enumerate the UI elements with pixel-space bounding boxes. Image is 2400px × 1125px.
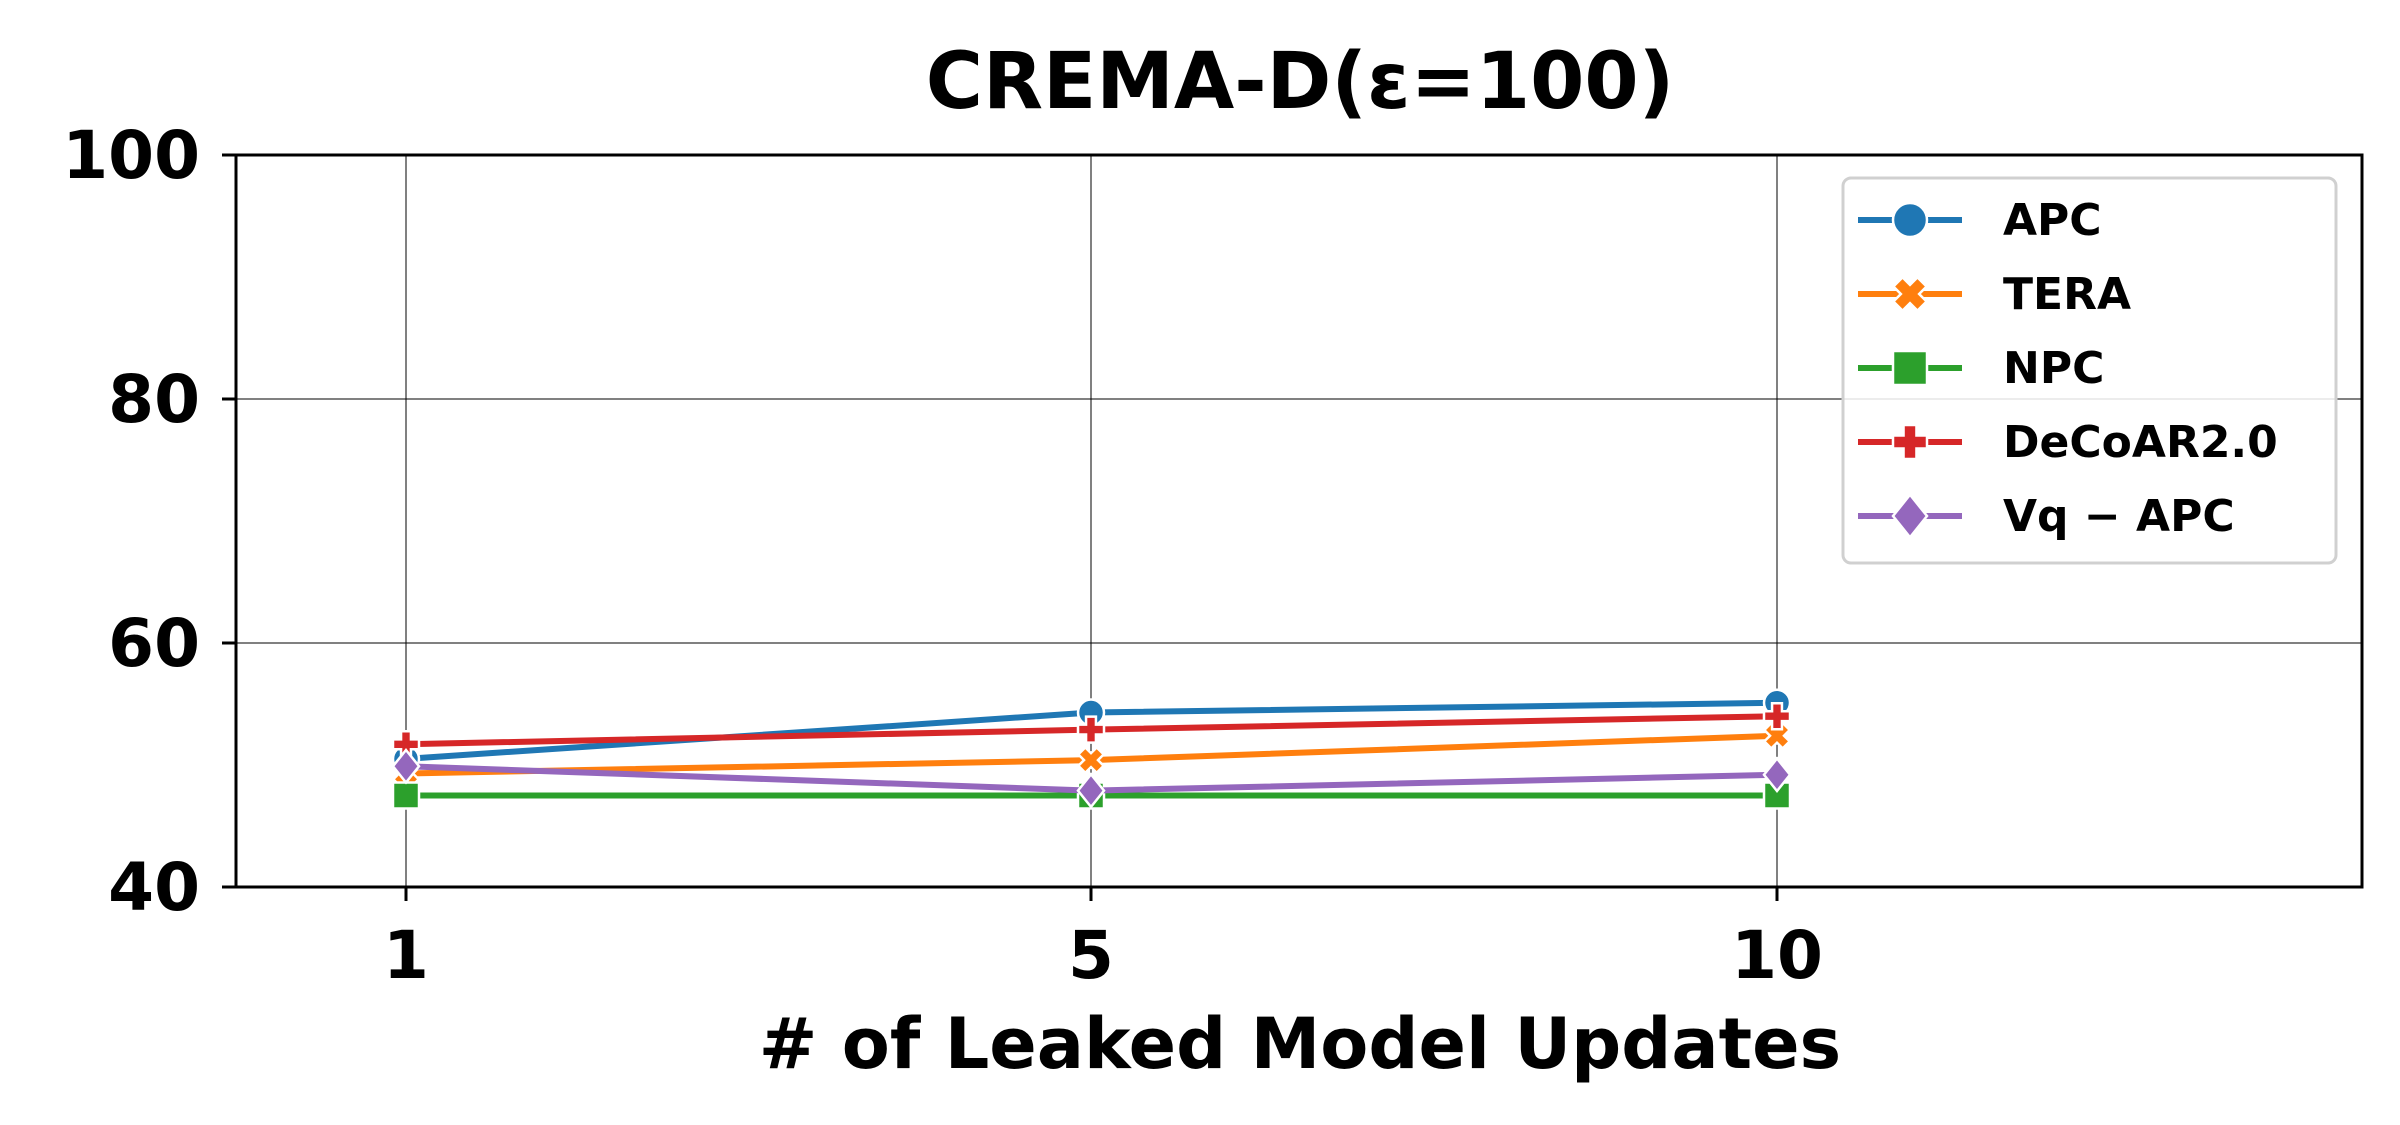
legend: APC TERA NPC DeCoAR2.0 Vq − APC xyxy=(1841,176,2338,565)
series-vq-apc xyxy=(391,747,1792,809)
y-tick-label: 80 xyxy=(108,361,200,438)
legend-marker xyxy=(1891,275,1929,313)
data-point-marker xyxy=(391,747,421,785)
x-tick-label: 10 xyxy=(1731,917,1823,994)
legend-entry: NPC xyxy=(1858,343,2104,394)
data-point-marker xyxy=(1762,701,1792,731)
data-point-marker xyxy=(1076,772,1106,809)
legend-label: DeCoAR2.0 xyxy=(2003,417,2278,468)
x-tick-label: 1 xyxy=(383,917,429,994)
legend-label: NPC xyxy=(2003,343,2104,394)
y-tick-label: 100 xyxy=(62,117,200,194)
legend-entry: TERA xyxy=(1858,269,2131,320)
x-tick-label: 5 xyxy=(1068,917,1114,994)
legend-label: TERA xyxy=(2003,269,2131,320)
data-point-marker xyxy=(391,781,421,810)
legend-entry: Vq − APC xyxy=(1858,491,2235,542)
series-lines xyxy=(391,688,1792,810)
plot-frame xyxy=(234,153,2364,889)
x-axis-label: # of Leaked Model Updates xyxy=(759,1003,1841,1085)
chart-title: CREMA-D(ε=100) xyxy=(926,37,1675,127)
legend-box xyxy=(1841,176,2338,565)
legend-marker xyxy=(1891,492,1929,540)
axis-ticks: 1 5 10 40 60 80 100 xyxy=(62,117,1823,994)
data-point-marker xyxy=(1762,756,1792,794)
series-decoar2-0 xyxy=(391,701,1792,759)
data-point-marker xyxy=(1076,715,1106,744)
legend-marker xyxy=(1891,201,1929,239)
legend-marker xyxy=(1891,349,1929,387)
y-tick-label: 60 xyxy=(108,605,200,682)
legend-label: Vq − APC xyxy=(2003,491,2235,542)
legend-entry: APC xyxy=(1858,195,2102,246)
legend-label: APC xyxy=(2003,195,2102,246)
y-tick-label: 40 xyxy=(108,849,200,926)
data-point-marker xyxy=(1076,745,1106,775)
legend-entry: DeCoAR2.0 xyxy=(1858,417,2278,468)
legend-marker xyxy=(1891,423,1929,461)
